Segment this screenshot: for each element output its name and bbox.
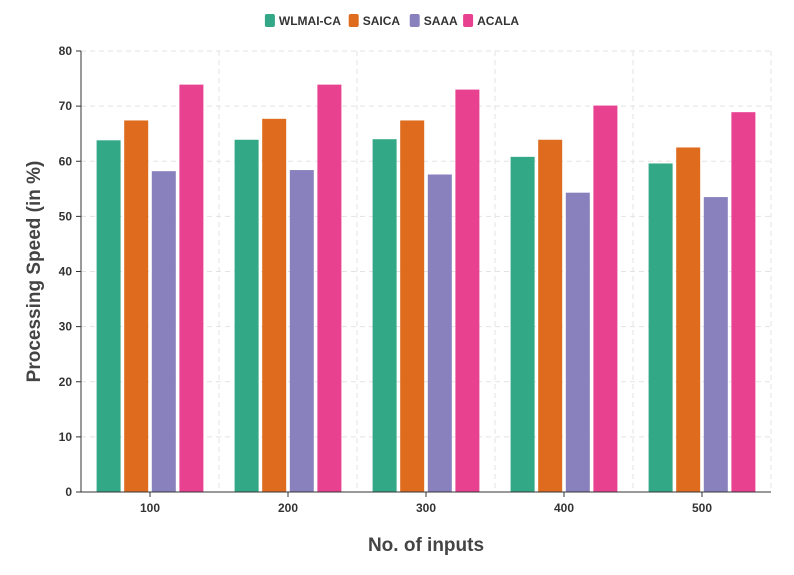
bar-saica-400 xyxy=(538,139,563,492)
y-tick-label: 50 xyxy=(59,209,73,223)
legend: WLMAI-CA SAICA SAAA ACALA xyxy=(264,14,519,28)
bar-wlmai-ca-300 xyxy=(372,139,397,492)
y-tick-label: 10 xyxy=(59,430,73,444)
bar-saaa-500 xyxy=(703,197,728,493)
bar-saica-500 xyxy=(676,147,701,492)
legend-item-acala: ACALA xyxy=(463,14,519,28)
x-tick-label: 300 xyxy=(416,501,436,515)
bar-saica-200 xyxy=(262,118,287,493)
x-axis-title: No. of inputs xyxy=(368,535,484,556)
legend-swatch xyxy=(463,14,474,27)
legend-item-saaa: SAAA xyxy=(409,14,458,28)
y-tick-label: 20 xyxy=(59,375,73,389)
x-axis-ticks: 100 200 300 400 500 xyxy=(140,492,712,515)
x-tick-label: 500 xyxy=(692,501,712,515)
bar-saaa-200 xyxy=(289,170,314,492)
bar-wlmai-ca-100 xyxy=(96,140,121,493)
x-tick-label: 200 xyxy=(278,501,298,515)
y-tick-label: 40 xyxy=(59,265,73,279)
legend-swatch xyxy=(264,14,275,27)
legend-swatch xyxy=(348,14,359,27)
legend-swatch xyxy=(409,14,420,27)
y-tick-label: 60 xyxy=(59,154,73,168)
bar-acala-500 xyxy=(731,112,756,492)
bar-wlmai-ca-400 xyxy=(510,156,535,492)
y-axis-title: Processing Speed (in %) xyxy=(24,161,45,383)
bar-saaa-300 xyxy=(427,174,452,493)
y-tick-label: 80 xyxy=(59,44,73,58)
legend-item-wlmai-ca: WLMAI-CA xyxy=(264,14,341,28)
y-tick-label: 0 xyxy=(65,485,72,499)
bar-saaa-400 xyxy=(565,192,590,492)
legend-label: SAAA xyxy=(424,14,458,28)
x-tick-label: 100 xyxy=(140,501,160,515)
bar-saica-300 xyxy=(400,120,425,493)
grid xyxy=(81,50,772,492)
legend-item-saica: SAICA xyxy=(348,14,401,28)
bar-wlmai-ca-200 xyxy=(234,139,259,492)
bar-saica-100 xyxy=(124,120,149,493)
bars xyxy=(96,84,756,493)
bar-acala-200 xyxy=(317,84,342,492)
y-tick-label: 70 xyxy=(59,99,73,113)
legend-label: SAICA xyxy=(363,14,401,28)
y-tick-label: 30 xyxy=(59,320,73,334)
legend-label: WLMAI-CA xyxy=(279,14,341,28)
bar-acala-100 xyxy=(179,84,204,492)
bar-wlmai-ca-500 xyxy=(648,163,673,492)
y-axis-ticks: 0 10 20 30 40 50 60 70 80 xyxy=(59,44,81,499)
legend-label: ACALA xyxy=(477,14,519,28)
bar-saaa-100 xyxy=(151,171,176,493)
bar-acala-400 xyxy=(593,105,618,492)
bar-acala-300 xyxy=(455,89,480,493)
x-tick-label: 400 xyxy=(554,501,574,515)
